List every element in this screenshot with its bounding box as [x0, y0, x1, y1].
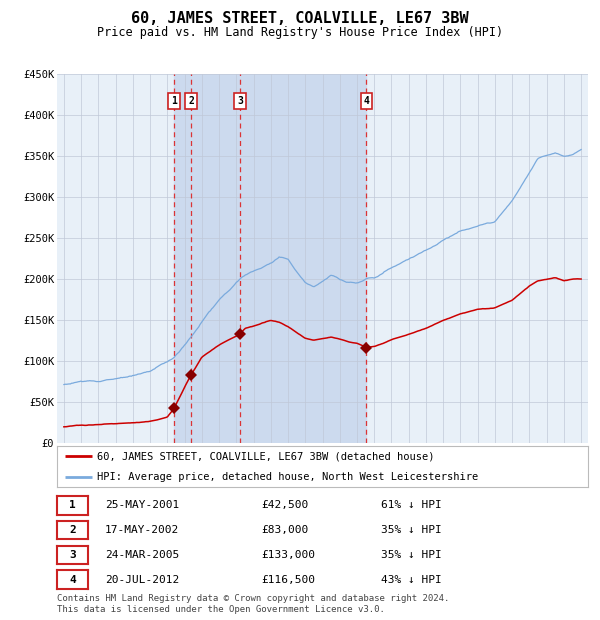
- Text: 20-JUL-2012: 20-JUL-2012: [105, 575, 179, 585]
- Text: 35% ↓ HPI: 35% ↓ HPI: [381, 550, 442, 560]
- Text: Price paid vs. HM Land Registry's House Price Index (HPI): Price paid vs. HM Land Registry's House …: [97, 26, 503, 39]
- Text: This data is licensed under the Open Government Licence v3.0.: This data is licensed under the Open Gov…: [57, 604, 385, 614]
- Text: 35% ↓ HPI: 35% ↓ HPI: [381, 525, 442, 535]
- Text: Contains HM Land Registry data © Crown copyright and database right 2024.: Contains HM Land Registry data © Crown c…: [57, 593, 449, 603]
- Text: 61% ↓ HPI: 61% ↓ HPI: [381, 500, 442, 510]
- Text: 2: 2: [69, 525, 76, 535]
- Text: HPI: Average price, detached house, North West Leicestershire: HPI: Average price, detached house, Nort…: [97, 472, 478, 482]
- Text: £116,500: £116,500: [261, 575, 315, 585]
- Text: 3: 3: [237, 95, 243, 105]
- Text: 43% ↓ HPI: 43% ↓ HPI: [381, 575, 442, 585]
- Text: £133,000: £133,000: [261, 550, 315, 560]
- Text: 24-MAR-2005: 24-MAR-2005: [105, 550, 179, 560]
- Text: 25-MAY-2001: 25-MAY-2001: [105, 500, 179, 510]
- Text: £42,500: £42,500: [261, 500, 308, 510]
- Text: 17-MAY-2002: 17-MAY-2002: [105, 525, 179, 535]
- Text: £83,000: £83,000: [261, 525, 308, 535]
- Text: 2: 2: [188, 95, 194, 105]
- Text: 4: 4: [69, 575, 76, 585]
- Bar: [174, 74, 367, 443]
- Text: 1: 1: [69, 500, 76, 510]
- Text: 60, JAMES STREET, COALVILLE, LE67 3BW: 60, JAMES STREET, COALVILLE, LE67 3BW: [131, 11, 469, 26]
- Text: 1: 1: [171, 95, 177, 105]
- Text: 3: 3: [69, 550, 76, 560]
- Text: 4: 4: [364, 95, 370, 105]
- Text: 60, JAMES STREET, COALVILLE, LE67 3BW (detached house): 60, JAMES STREET, COALVILLE, LE67 3BW (d…: [97, 451, 434, 461]
